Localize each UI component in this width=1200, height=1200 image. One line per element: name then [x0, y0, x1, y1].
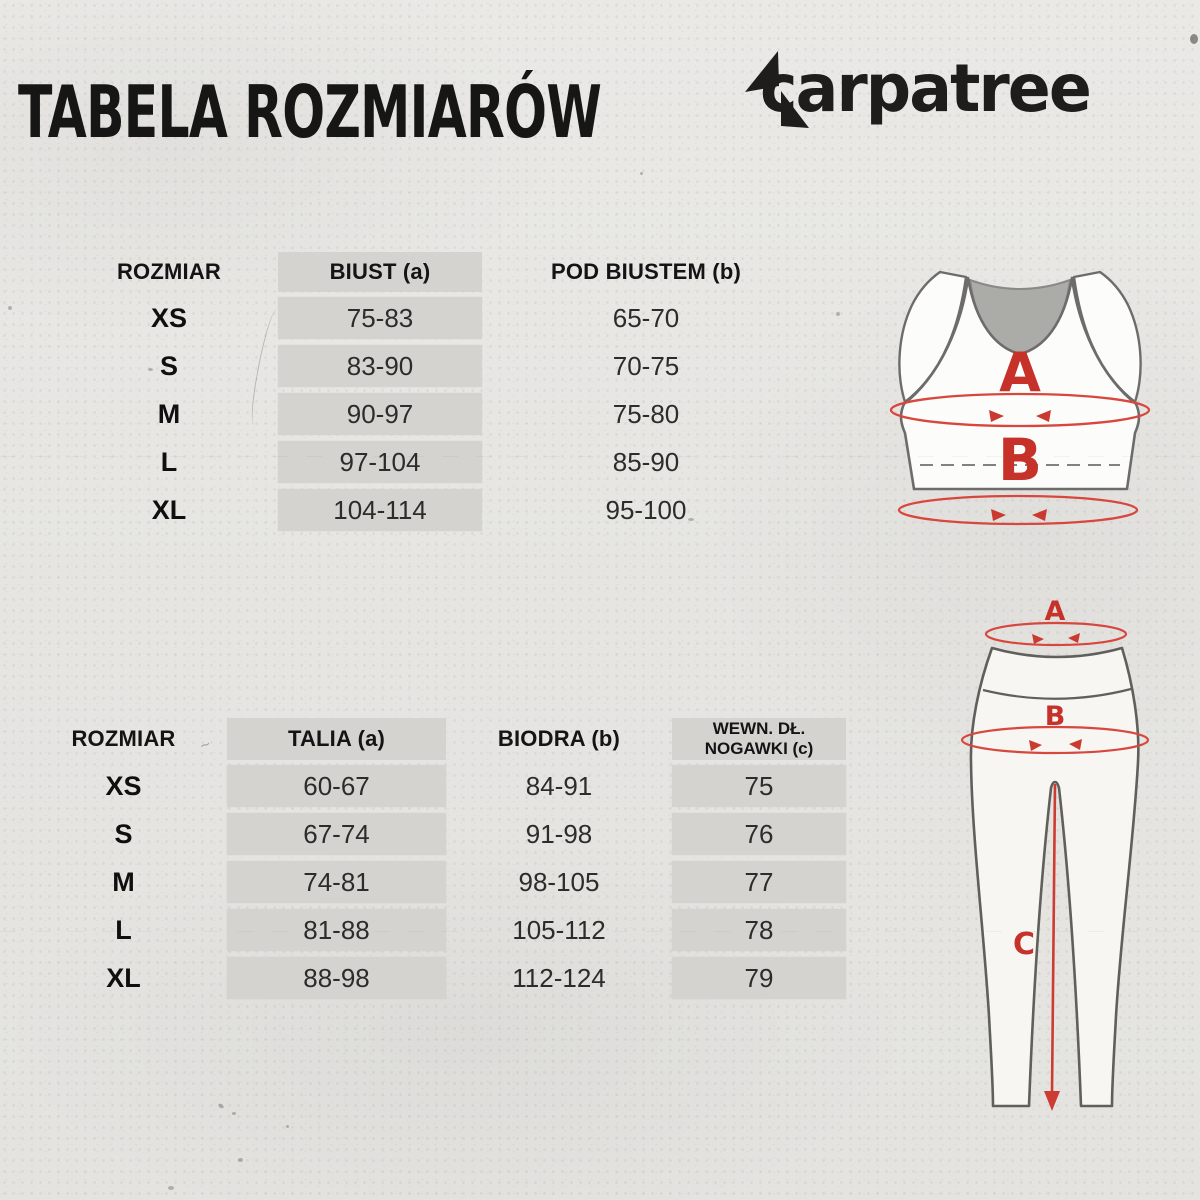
arrow-down-icon — [1044, 1091, 1060, 1111]
table-cell: 88-98 — [227, 954, 446, 1002]
table-cell: 104-114 — [278, 486, 482, 534]
arrow-left-icon — [1029, 740, 1042, 751]
paper-speck — [836, 312, 840, 316]
paper-speck — [168, 1186, 174, 1190]
paper-crease — [0, 456, 1200, 457]
brand-name: carpatree — [760, 50, 1092, 127]
bust-measure-ellipse — [889, 392, 1151, 428]
leggings-label-c: C — [1013, 927, 1035, 962]
arrow-right-icon — [1036, 410, 1051, 422]
inseam-measure-line — [1050, 783, 1057, 1095]
underbust-measure-ellipse — [897, 494, 1139, 526]
leggings-label-b: B — [1045, 701, 1066, 732]
arrow-right-icon — [1032, 509, 1047, 521]
table-cell: 79 — [672, 954, 846, 1002]
table-cell: 60-67 — [227, 762, 446, 810]
table-cell: 67-74 — [227, 810, 446, 858]
table-row-size: XS — [105, 770, 142, 801]
inseam-header-line2: NOGAWKI (c) — [704, 739, 814, 758]
brand-logo: carpatree — [744, 50, 1104, 128]
table-cell: 75-80 — [612, 398, 680, 429]
table-cell: 81-88 — [227, 906, 446, 954]
arrow-right-icon — [1068, 633, 1080, 643]
bra-col-header-size: ROZMIAR — [116, 259, 222, 284]
bra-size-table: ROZMIAR BIUST (a) POD BIUSTEM (b) XS 75-… — [60, 250, 810, 534]
arrow-left-icon — [991, 509, 1006, 521]
table-cell: 98-105 — [518, 866, 600, 897]
table-row-size: XS — [150, 302, 188, 333]
table-cell: 105-112 — [512, 914, 606, 945]
bra-left-strap — [898, 270, 968, 404]
leggings-label-a: A — [1045, 596, 1066, 627]
paper-crease — [0, 931, 1200, 932]
paper-speck — [232, 1112, 236, 1115]
leggings-size-table: ROZMIAR TALIA (a) BIODRA (b) WEWN. DŁ. N… — [20, 716, 846, 1002]
leg-col-header-waist: TALIA (a) — [227, 716, 446, 762]
paper-speck — [688, 518, 694, 521]
table-cell: 78 — [672, 906, 846, 954]
bra-label-a: A — [999, 341, 1041, 404]
table-row-size: XL — [151, 494, 187, 525]
paper-speck — [640, 172, 643, 175]
page-title: TABELA ROZMIARÓW — [18, 70, 602, 154]
table-cell: 75 — [672, 762, 846, 810]
carpatree-logo-icon — [745, 51, 809, 128]
table-row-size: L — [160, 446, 178, 477]
table-cell: 65-70 — [612, 302, 680, 333]
table-cell: 97-104 — [278, 438, 482, 486]
sports-bra-diagram: A B — [889, 270, 1151, 526]
table-cell: 70-75 — [612, 350, 680, 381]
bra-col-header-bust: BIUST (a) — [278, 250, 482, 294]
leg-col-header-size: ROZMIAR — [71, 726, 176, 751]
paper-speck — [217, 1102, 225, 1110]
paper-speck — [1190, 34, 1198, 44]
table-cell: 85-90 — [612, 446, 680, 477]
leg-col-header-hips: BIODRA (b) — [497, 726, 621, 751]
table-row-size: L — [115, 914, 132, 945]
inseam-header-line1: WEWN. DŁ. — [712, 718, 806, 738]
leggings-body — [969, 646, 1140, 1108]
table-cell: 84-91 — [525, 770, 593, 801]
arrow-left-icon — [1032, 634, 1044, 644]
table-cell: 75-83 — [278, 294, 482, 342]
table-row-size: M — [112, 866, 135, 897]
table-row-size: M — [157, 398, 181, 429]
bra-col-header-underbust: POD BIUSTEM (b) — [551, 259, 741, 284]
table-cell: 77 — [672, 858, 846, 906]
paper-speck — [8, 306, 12, 310]
bra-label-b: B — [998, 426, 1042, 494]
table-row-size: S — [159, 350, 178, 381]
arrow-left-icon — [989, 410, 1004, 422]
leg-col-header-inseam: WEWN. DŁ. NOGAWKI (c) — [672, 716, 846, 762]
paper-speck — [238, 1158, 243, 1162]
table-row-size: XL — [106, 962, 141, 993]
arrow-right-icon — [1069, 739, 1082, 750]
table-cell: 74-81 — [227, 858, 446, 906]
leggings-diagram: A B C — [960, 596, 1150, 1111]
hips-measure-ellipse — [960, 725, 1150, 755]
table-cell: 95-100 — [605, 494, 687, 525]
table-cell: 112-124 — [512, 962, 606, 993]
table-row-size: S — [114, 818, 133, 849]
table-cell: 83-90 — [278, 342, 482, 390]
table-cell: 76 — [672, 810, 846, 858]
waist-measure-ellipse — [984, 621, 1128, 647]
bra-right-strap — [1072, 270, 1142, 404]
paper-speck — [286, 1125, 289, 1128]
waistband-seam — [982, 687, 1132, 700]
table-cell: 90-97 — [278, 390, 482, 438]
paper-speck — [148, 368, 153, 371]
table-cell: 91-98 — [525, 818, 593, 849]
